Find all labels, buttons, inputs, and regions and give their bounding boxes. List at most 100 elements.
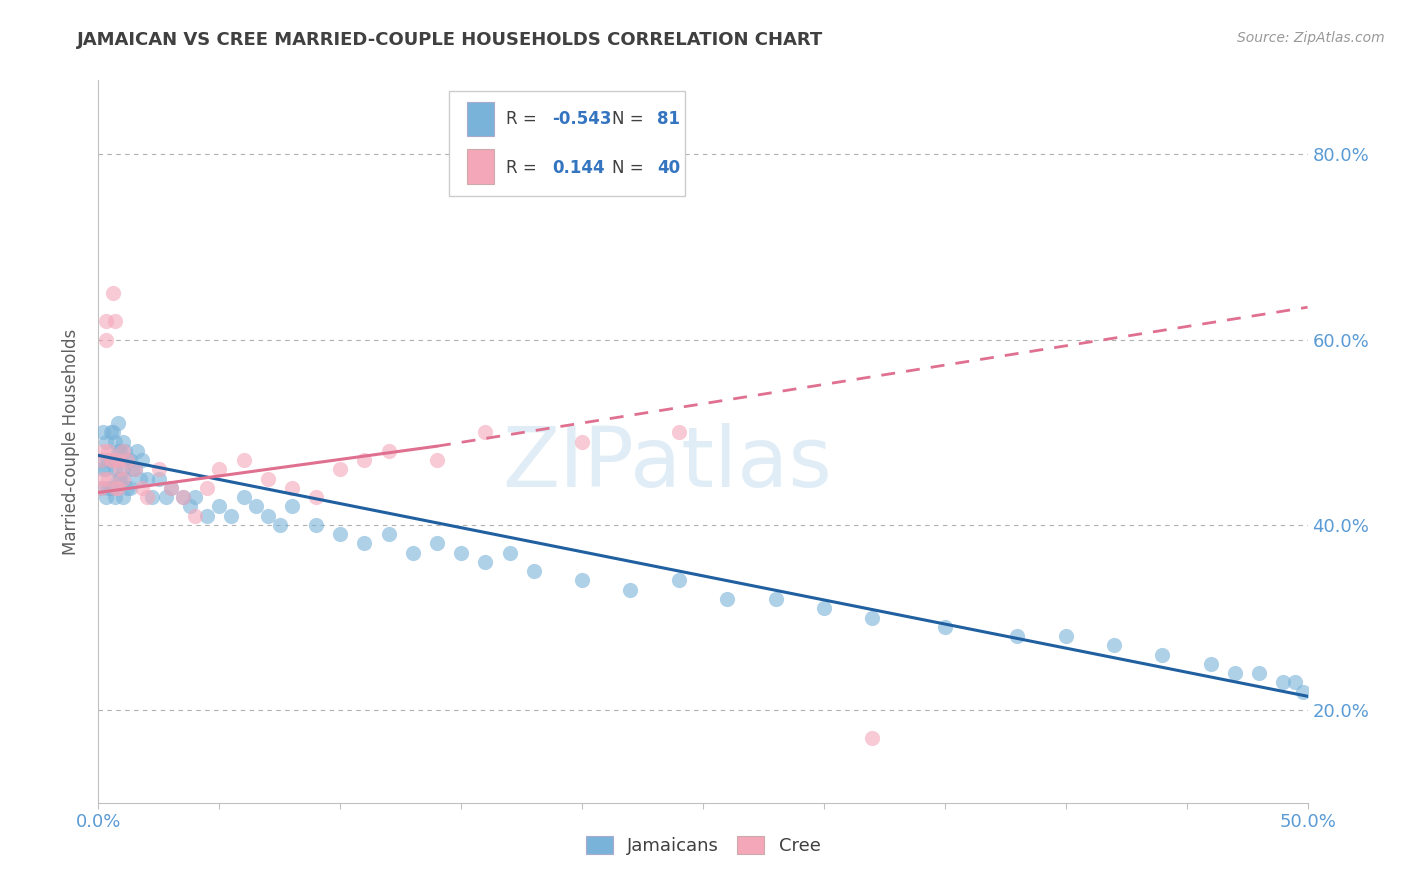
Point (148, 462, 170, 476)
Point (111, 443, 134, 458)
Point (121, 462, 143, 476)
Text: N =: N = (613, 159, 650, 177)
Point (619, 582, 641, 597)
Point (195, 481, 218, 495)
Point (94, 490, 117, 504)
Point (107, 443, 129, 458)
Point (221, 508, 243, 523)
Point (135, 472, 157, 486)
Point (402, 546, 425, 560)
Point (97, 453, 120, 467)
Point (1284, 675, 1306, 690)
Point (208, 462, 231, 476)
Point (104, 434, 127, 449)
Point (100, 453, 122, 467)
Point (523, 564, 546, 578)
Point (101, 425, 124, 440)
Point (131, 453, 153, 467)
Point (97, 443, 120, 458)
Point (114, 472, 136, 486)
Point (232, 490, 254, 504)
Point (100, 453, 122, 467)
Point (117, 453, 139, 467)
Point (114, 443, 136, 458)
Point (1102, 638, 1125, 652)
Point (184, 490, 207, 504)
Point (101, 453, 124, 467)
Text: Source: ZipAtlas.com: Source: ZipAtlas.com (1237, 31, 1385, 45)
Point (245, 500, 267, 514)
Point (118, 453, 141, 467)
Point (1249, 666, 1271, 681)
Point (716, 592, 738, 607)
Point (934, 620, 956, 634)
Point (195, 508, 218, 523)
Text: R =: R = (506, 159, 541, 177)
Point (91, 472, 114, 486)
Point (208, 500, 231, 514)
Point (111, 462, 134, 476)
Point (256, 472, 278, 486)
Point (474, 555, 496, 569)
FancyBboxPatch shape (467, 149, 494, 184)
Point (256, 508, 278, 523)
Point (813, 601, 835, 615)
Text: 81: 81 (657, 110, 681, 128)
FancyBboxPatch shape (449, 91, 685, 196)
Point (91, 425, 114, 440)
Point (111, 490, 134, 504)
Point (127, 443, 149, 458)
Point (141, 490, 163, 504)
Point (426, 453, 449, 467)
Point (97, 472, 120, 486)
Text: N =: N = (613, 110, 650, 128)
Point (128, 472, 150, 486)
Point (1199, 657, 1222, 671)
Text: JAMAICAN VS CREE MARRIED-COUPLE HOUSEHOLDS CORRELATION CHART: JAMAICAN VS CREE MARRIED-COUPLE HOUSEHOL… (77, 31, 824, 49)
Point (108, 472, 131, 486)
Point (94, 434, 117, 449)
Point (269, 517, 291, 532)
Point (1152, 648, 1174, 662)
Point (90, 453, 112, 467)
Point (1223, 666, 1246, 681)
Point (179, 500, 201, 514)
Point (160, 481, 183, 495)
Point (104, 490, 127, 504)
Point (1272, 675, 1295, 690)
Point (91, 462, 114, 476)
Point (90, 453, 112, 467)
FancyBboxPatch shape (467, 102, 494, 136)
Point (305, 517, 328, 532)
Point (160, 481, 183, 495)
Point (571, 574, 593, 588)
Point (108, 443, 131, 458)
Point (90, 481, 112, 495)
Point (131, 481, 153, 495)
Point (329, 527, 352, 541)
Point (377, 527, 399, 541)
Point (1054, 629, 1077, 643)
Point (135, 490, 157, 504)
Point (281, 481, 304, 495)
Point (498, 546, 520, 560)
Point (118, 481, 141, 495)
Text: -0.543: -0.543 (551, 110, 612, 128)
Point (426, 536, 449, 550)
Point (117, 453, 139, 467)
Point (94, 333, 117, 347)
Point (1007, 629, 1029, 643)
Point (860, 731, 883, 745)
Point (104, 462, 127, 476)
Point (353, 453, 375, 467)
Point (91, 443, 114, 458)
Point (124, 462, 146, 476)
Point (155, 490, 177, 504)
Point (117, 481, 139, 495)
Text: ZIPatlas: ZIPatlas (502, 423, 832, 504)
Point (90, 481, 112, 495)
Point (107, 481, 129, 495)
Point (668, 425, 690, 440)
Text: R =: R = (506, 110, 541, 128)
Point (281, 500, 304, 514)
